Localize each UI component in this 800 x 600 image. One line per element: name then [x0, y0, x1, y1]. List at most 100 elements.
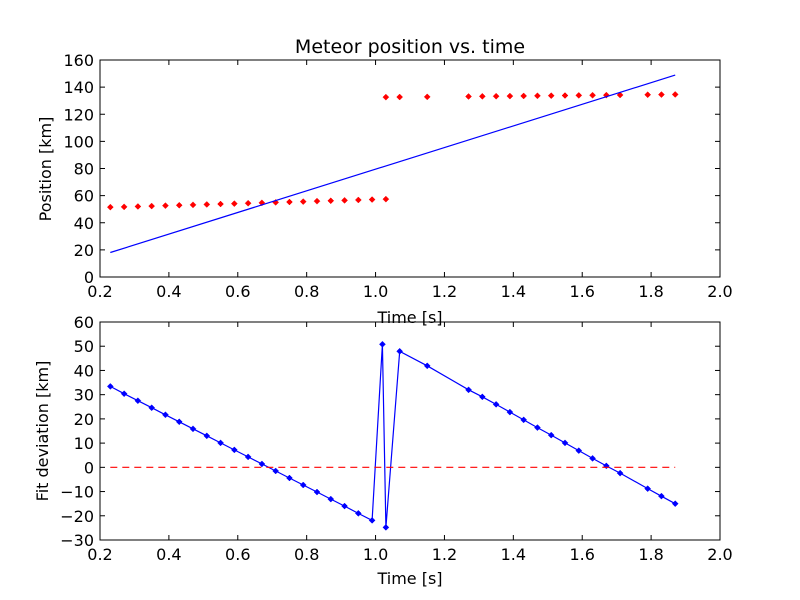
deviation-plot-series-0-point [341, 502, 348, 510]
position-plot-series-0-point [299, 198, 307, 205]
position-plot-series-0-point [341, 197, 348, 204]
position-plot-series-0-point [506, 92, 514, 100]
position-plot-series-0-point [547, 92, 555, 100]
deviation-plot-series-0-point [492, 401, 500, 408]
position-plot-series-0-point [520, 92, 528, 100]
position-plot-series-0-point [162, 202, 169, 210]
deviation-plot-y-tick-label: 10 [74, 434, 94, 453]
deviation-plot-series-0-point [547, 431, 555, 439]
deviation-plot-series-0-point [175, 418, 183, 426]
deviation-plot-series-0-point [644, 485, 652, 493]
position-plot-series-0-point [658, 91, 665, 98]
position-plot-y-tick-label: 60 [74, 187, 94, 206]
position-plot-series-0-point [382, 195, 390, 203]
position-plot-series-0-point [106, 203, 114, 211]
position-plot-series-1-line [110, 74, 676, 254]
position-plot-series-0-point [354, 196, 362, 204]
deviation-plot-series-0-point [230, 446, 238, 454]
deviation-plot-series-0-point [286, 474, 293, 482]
deviation-plot-x-tick-label: 0.4 [156, 545, 181, 564]
position-plot-series-0-point [313, 197, 321, 205]
position-plot-series-0-point [230, 200, 238, 207]
position-plot-series-0-point [382, 93, 390, 101]
position-plot-x-tick-label: 1.6 [569, 282, 594, 301]
deviation-plot-series-0-point [534, 424, 541, 431]
position-plot-series-0-point [589, 91, 596, 99]
deviation-plot-series-0-point [203, 432, 211, 440]
deviation-plot-series-0-point [520, 416, 528, 424]
deviation-plot-x-tick-label: 1.2 [432, 545, 457, 564]
position-plot-series-0-point [286, 198, 293, 206]
deviation-plot-series-0-point [465, 386, 472, 394]
deviation-plot-series-0-point [423, 362, 431, 370]
position-plot-x-tick-label: 0.8 [294, 282, 319, 301]
position-plot-frame [99, 59, 721, 278]
position-plot-x-label: Time [s] [376, 308, 442, 327]
position-plot-series-0-point [561, 92, 569, 99]
deviation-plot-x-tick-label: 2.0 [707, 545, 732, 564]
position-plot-series-0-point [534, 92, 541, 100]
deviation-plot-y-label: Fit deviation [km] [33, 361, 52, 502]
position-plot-series-0-point [244, 199, 252, 207]
deviation-plot-series-0-point [148, 404, 156, 412]
deviation-plot-series-0-point [327, 495, 335, 503]
position-plot-x-tick-label: 1.8 [638, 282, 663, 301]
deviation-plot-y-tick-label: 40 [74, 361, 94, 380]
deviation-plot-x-tick-label: 1.4 [501, 545, 526, 564]
deviation-plot-x-tick-label: 0.2 [87, 545, 112, 564]
position-plot-y-label: Position [km] [36, 117, 55, 222]
deviation-plot-y-tick-label: −30 [60, 531, 94, 550]
deviation-plot-series-0-point [162, 411, 169, 419]
deviation-plot-y-tick-label: −10 [60, 483, 94, 502]
deviation-plot-series-0-point [658, 492, 665, 500]
position-plot-series-0-point [134, 203, 142, 210]
position-plot-series-0-point [120, 203, 128, 211]
position-plot-x-tick-label: 2.0 [707, 282, 732, 301]
deviation-plot-series-0-point [299, 481, 307, 489]
position-plot-y-tick-label: 80 [74, 160, 94, 179]
deviation-plot: 0.2 0.4 0.6 0.8 1.0 1.2 1.4 1.6 1.8 2.0 −30 −20 −10 0… [33, 313, 733, 588]
position-plot-series-0-point [465, 93, 472, 100]
position-plot-ticks: 0.2 0.4 0.6 0.8 1.0 1.2 1.4 1.6 1.8 2.0 0 20 40 60 80 1… [63, 51, 732, 301]
deviation-plot-series-0-point [134, 397, 142, 405]
position-plot-series-0-point [203, 201, 211, 208]
position-plot-series-0-point [575, 92, 583, 99]
position-plot-x-tick-label: 0.6 [225, 282, 250, 301]
deviation-plot-series-0-point [561, 439, 569, 447]
chart-title: Meteor position vs. time [295, 36, 525, 58]
deviation-plot-series-0-point [120, 390, 128, 398]
position-plot-y-tick-label: 120 [63, 105, 94, 124]
deviation-plot-y-tick-label: 30 [74, 386, 94, 405]
position-plot-series-0-point [644, 91, 652, 99]
position-plot-series-0-point [396, 93, 404, 101]
deviation-plot-series-0-point [478, 393, 486, 401]
deviation-plot-series-0-point [244, 453, 252, 461]
deviation-plot-y-tick-label: 20 [74, 410, 94, 429]
position-plot-y-tick-label: 100 [63, 132, 94, 151]
position-plot-y-tick-label: 140 [63, 78, 94, 97]
position-plot-x-tick-label: 1.0 [363, 282, 388, 301]
position-plot-x-tick-label: 1.2 [432, 282, 457, 301]
deviation-plot-series-0-point [589, 455, 596, 462]
deviation-plot-x-tick-label: 1.0 [363, 545, 388, 564]
position-plot-series-0-point [327, 197, 335, 205]
position-plot-y-tick-label: 0 [84, 268, 94, 287]
deviation-plot-series-0-point [258, 460, 266, 468]
deviation-plot-series-0-point [217, 439, 224, 447]
position-plot-series-0-point [175, 201, 183, 209]
position-plot-series-0-point [423, 93, 431, 101]
position-plot-series-0-point [368, 196, 376, 203]
position-plot-series-0-point [671, 91, 679, 98]
deviation-plot-x-label: Time [s] [376, 569, 442, 588]
deviation-plot-series-0-point [506, 408, 514, 416]
deviation-plot-series-0-point [272, 467, 280, 475]
deviation-plot-series-0-point [313, 488, 321, 496]
deviation-plot-series-0-point [379, 340, 386, 348]
position-plot-series-0-point [148, 202, 156, 210]
deviation-plot-x-tick-label: 0.6 [225, 545, 250, 564]
position-plot-x-tick-label: 0.4 [156, 282, 181, 301]
deviation-plot-y-tick-label: −20 [60, 507, 94, 526]
deviation-plot-series-0-point [575, 447, 583, 454]
